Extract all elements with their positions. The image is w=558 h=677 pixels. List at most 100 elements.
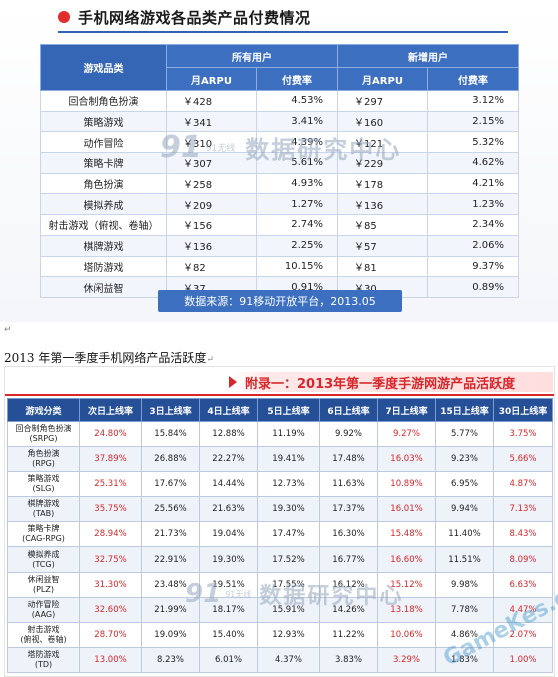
activity-rate-cell: 32.60% [79, 596, 142, 623]
activity-rate-cell: 16.77% [319, 546, 378, 573]
activity-category-cell: 策略卡牌 (CAG-RPG) [7, 521, 80, 548]
activity-rate-cell: 24.80% [79, 420, 142, 448]
category-cell: 射击游戏（俯视、卷轴） [40, 214, 167, 236]
all-arpu-cell: ￥209 [166, 193, 257, 216]
activity-rate-cell: 19.09% [141, 621, 200, 648]
payment-row: 射击游戏（俯视、卷轴） ￥156 2.74% ￥85 2.34% [40, 214, 519, 236]
category-code: (AAG) [31, 609, 56, 619]
activity-rate-cell: 16.30% [319, 521, 378, 548]
payment-row: 动作冒险 ￥310 4.39% ￥121 5.32% [40, 131, 519, 154]
activity-rate-cell: 13.18% [377, 596, 436, 623]
activity-rate-cell: 16.60% [377, 546, 436, 573]
activity-rate-cell: 6.95% [435, 471, 494, 498]
activity-rate-cell: 2.07% [493, 621, 553, 648]
data-source-bar: 数据来源：91移动开放平台，2013.05 [158, 290, 402, 312]
category-cell: 回合制角色扮演 [40, 90, 167, 112]
activity-rate-cell: 8.09% [493, 546, 553, 573]
activity-rate-cell: 3.83% [319, 646, 378, 673]
activity-section: 附录一：2013年第一季度手游网游产品活跃度 游戏分类 次日上线率 3日上线率 4日上… [4, 366, 558, 677]
activity-header-cell: 4日上线率 [199, 398, 258, 422]
activity-rate-cell: 1.83% [435, 646, 494, 673]
category-name: 棋牌游戏 [27, 499, 60, 509]
new-pay-rate-cell: 2.15% [427, 110, 519, 133]
activity-rate-cell: 17.55% [257, 571, 320, 598]
activity-rate-cell: 25.56% [141, 496, 200, 523]
activity-rate-cell: 23.48% [141, 571, 200, 598]
category-name: 射击游戏 [27, 624, 60, 634]
category-code: (SRPG) [29, 434, 58, 444]
activity-rate-cell: 11.19% [257, 420, 320, 448]
title-underline [58, 31, 508, 33]
activity-rate-cell: 6.63% [493, 571, 553, 598]
activity-rate-cell: 17.67% [141, 471, 200, 498]
new-arpu-cell: ￥85 [337, 214, 428, 236]
activity-category-cell: 塔防游戏 (TD) [7, 646, 80, 673]
all-pay-rate-cell: 2.74% [256, 214, 338, 236]
activity-rate-cell: 15.84% [141, 420, 200, 448]
new-arpu-cell: ￥178 [337, 172, 428, 195]
activity-rate-cell: 14.44% [199, 471, 258, 498]
activity-table: 游戏分类 次日上线率 3日上线率 4日上线率 5日上线率 6日上线率 7日上线率 15日上线率… [7, 398, 553, 673]
activity-category-cell: 动作冒险 (AAG) [7, 596, 80, 623]
activity-header-cell: 7日上线率 [377, 398, 436, 422]
activity-category-cell: 棋牌游戏 (TAB) [7, 496, 80, 523]
all-arpu-cell: ￥258 [166, 172, 257, 195]
activity-rate-cell: 5.77% [435, 420, 494, 448]
all-arpu-cell: ￥428 [166, 90, 257, 112]
activity-rate-cell: 12.93% [257, 621, 320, 648]
appendix-banner-title: 附录一：2013年第一季度手游网游产品活跃度 [245, 377, 516, 392]
activity-rate-cell: 4.87% [493, 471, 553, 498]
activity-rate-cell: 11.40% [435, 521, 494, 548]
header-all-pay-rate: 付费率 [256, 67, 338, 91]
activity-header-cell: 次日上线率 [79, 398, 142, 422]
activity-rate-cell: 31.30% [79, 571, 142, 598]
activity-rate-cell: 35.75% [79, 496, 142, 523]
activity-rate-cell: 5.66% [493, 446, 553, 473]
activity-rate-cell: 22.91% [141, 546, 200, 573]
category-name: 模拟养成 [27, 549, 60, 559]
activity-rate-cell: 16.01% [377, 496, 436, 523]
activity-rate-cell: 9.23% [435, 446, 494, 473]
category-code: (TD) [34, 659, 53, 669]
payment-row: 角色扮演 ￥258 4.93% ￥178 4.21% [40, 172, 519, 195]
all-pay-rate-cell: 10.15% [256, 255, 338, 278]
category-code: (RPG) [32, 459, 55, 469]
activity-rate-cell: 9.92% [319, 420, 378, 448]
category-name: 塔防游戏 [27, 649, 60, 659]
all-arpu-cell: ￥136 [166, 234, 257, 257]
new-arpu-cell: ￥136 [337, 193, 428, 216]
activity-row: 模拟养成 (TCG) 32.75% 22.91% 19.30% 17.52% 16.77% 1… [7, 546, 553, 573]
new-arpu-cell: ￥229 [337, 152, 428, 174]
activity-header-cell: 15日上线率 [435, 398, 494, 422]
header-new-pay-rate: 付费率 [427, 67, 519, 91]
header-all-arpu: 月ARPU [166, 67, 257, 91]
activity-rate-cell: 19.41% [257, 446, 320, 473]
activity-rate-cell: 7.78% [435, 596, 494, 623]
payment-row: 塔防游戏 ￥82 10.15% ￥81 9.37% [40, 255, 519, 278]
category-code: (PLZ) [32, 584, 54, 594]
activity-rate-cell: 32.75% [79, 546, 142, 573]
activity-rate-cell: 19.51% [199, 571, 258, 598]
category-code: (俯视、卷轴) [20, 634, 67, 644]
all-pay-rate-cell: 4.39% [256, 131, 338, 154]
category-name: 回合制角色扮演 [15, 424, 72, 434]
new-pay-rate-cell: 9.37% [427, 255, 519, 278]
activity-rate-cell: 10.06% [377, 621, 436, 648]
new-pay-rate-cell: 4.21% [427, 172, 519, 195]
category-code: (TAB) [32, 509, 55, 519]
activity-rate-cell: 9.98% [435, 571, 494, 598]
new-arpu-cell: ￥297 [337, 90, 428, 112]
payment-row: 棋牌游戏 ￥136 2.25% ￥57 2.06% [40, 234, 519, 257]
activity-rate-cell: 1.00% [493, 646, 553, 673]
payment-section: 手机网络游戏各品类产品付费情况 游戏品类 所有用户 新增用户 月ARPU 付费率… [0, 0, 558, 322]
activity-header-cell: 3日上线率 [141, 398, 200, 422]
activity-header-cell: 30日上线率 [493, 398, 553, 422]
activity-rate-cell: 3.29% [377, 646, 436, 673]
activity-rate-cell: 8.43% [493, 521, 553, 548]
activity-rate-cell: 10.89% [377, 471, 436, 498]
header-new-arpu: 月ARPU [337, 67, 428, 91]
new-pay-rate-cell: 2.34% [427, 214, 519, 236]
activity-rate-cell: 7.13% [493, 496, 553, 523]
activity-heading-text: 2013 年第一季度手机网络产品活跃度 [4, 351, 207, 365]
new-pay-rate-cell: 3.12% [427, 90, 519, 112]
